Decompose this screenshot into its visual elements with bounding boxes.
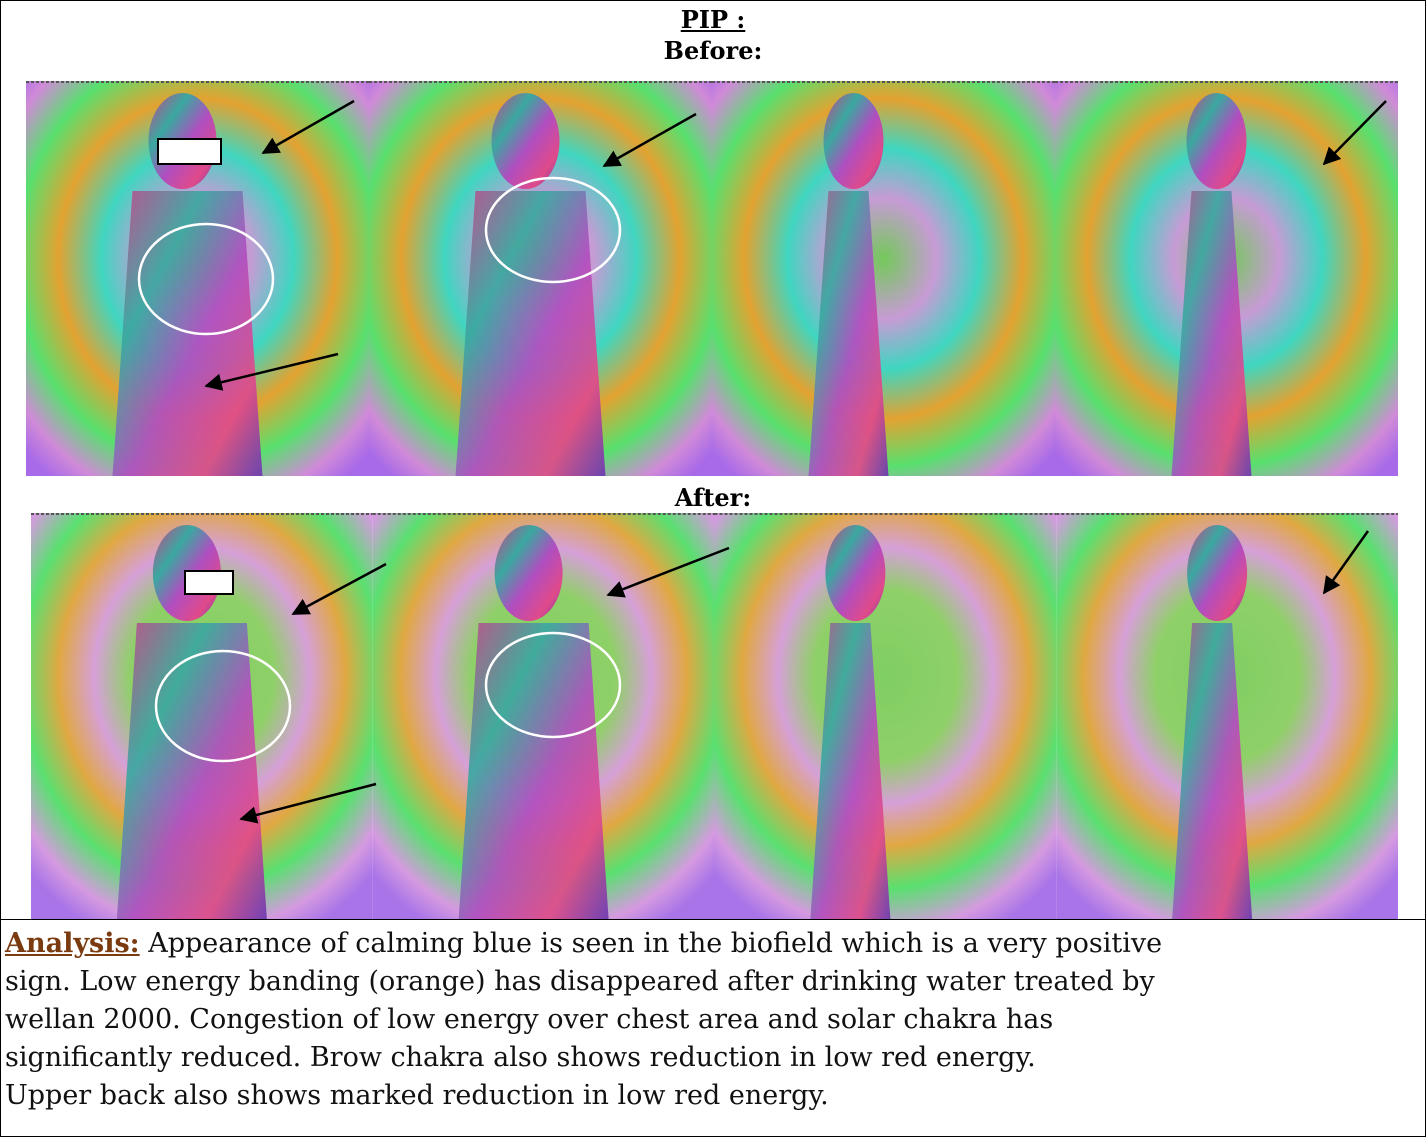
body	[1172, 623, 1253, 919]
body	[810, 623, 891, 919]
redaction-box	[184, 570, 234, 595]
arrow	[1322, 100, 1387, 166]
head	[494, 525, 563, 621]
arrow	[239, 782, 377, 824]
arrow	[261, 99, 355, 155]
divider	[1, 919, 1425, 920]
head	[825, 525, 886, 621]
head	[1187, 525, 1248, 621]
arrow	[602, 112, 697, 168]
head	[491, 93, 560, 189]
analysis-text: Upper back also shows marked reduction i…	[5, 1080, 829, 1111]
analysis-text: wellan 2000. Congestion of low energy ov…	[5, 1004, 1054, 1035]
body	[1171, 191, 1252, 476]
arrow	[204, 352, 339, 391]
analysis-line: Upper back also shows marked reduction i…	[5, 1077, 1162, 1115]
after-label: After:	[674, 483, 752, 512]
analysis-line: significantly reduced. Brow chakra also …	[5, 1039, 1162, 1077]
head	[823, 93, 884, 189]
arrow	[291, 562, 387, 616]
analysis-text: significantly reduced. Brow chakra also …	[5, 1042, 1036, 1073]
body	[808, 191, 889, 476]
title: PIP :	[680, 5, 746, 34]
body	[455, 191, 606, 476]
highlight-circle	[137, 222, 275, 336]
before-label: Before:	[663, 36, 763, 65]
analysis-text: sign. Low energy banding (orange) has di…	[5, 966, 1155, 997]
analysis-line: Analysis: Appearance of calming blue is …	[5, 925, 1162, 963]
analysis-label: Analysis:	[5, 928, 140, 959]
redaction-box	[157, 138, 222, 165]
analysis-line: sign. Low energy banding (orange) has di…	[5, 963, 1162, 1001]
head	[1186, 93, 1247, 189]
body	[116, 623, 267, 919]
analysis-line: wellan 2000. Congestion of low energy ov…	[5, 1001, 1162, 1039]
body	[458, 623, 609, 919]
biofield-images	[26, 81, 1398, 919]
analysis: Analysis: Appearance of calming blue is …	[5, 925, 1162, 1115]
arrow	[1322, 530, 1370, 595]
analysis-text: Appearance of calming blue is seen in th…	[139, 928, 1163, 959]
body	[112, 191, 263, 476]
highlight-circle	[484, 176, 622, 284]
highlight-circle	[484, 631, 622, 739]
arrow	[606, 546, 730, 598]
highlight-circle	[154, 649, 292, 763]
